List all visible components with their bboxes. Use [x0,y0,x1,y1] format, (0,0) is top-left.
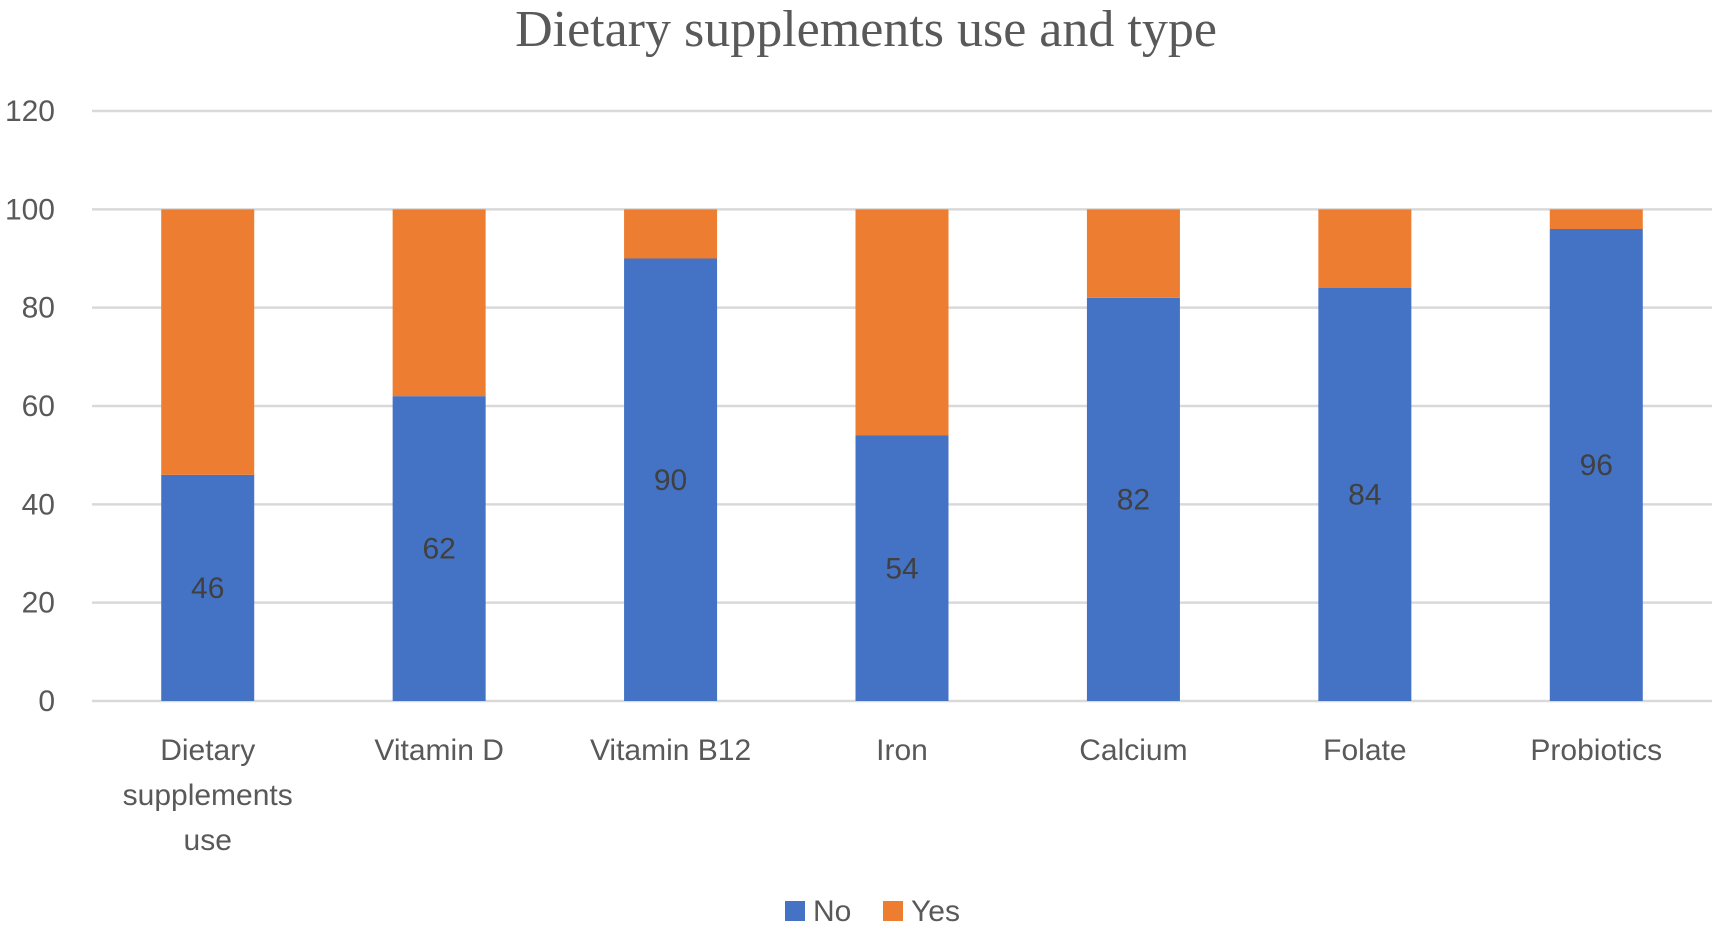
bar-yes-4 [1086,209,1180,298]
legend-label-no: No [813,895,851,928]
bar-yes-2 [624,209,718,259]
bar-no-4 [1086,297,1180,701]
x-category-line: Calcium [1079,734,1187,767]
x-category-label: Folate [1323,734,1406,767]
x-category-line: Vitamin B12 [590,734,751,767]
x-category-label: Calcium [1079,734,1187,767]
bar-no-1 [392,396,486,701]
bar-no-6 [1549,229,1643,701]
bar-yes-3 [855,209,949,436]
bar-no-0 [161,474,255,701]
x-category-label: Iron [876,734,928,767]
data-labels: 46 62 90 54 82 84 96 [191,449,1613,605]
bars [161,209,1643,701]
y-tick-label: 120 [5,95,55,128]
y-axis-ticks: 0 20 40 60 80 100 120 [5,95,55,718]
data-label: 62 [422,533,455,566]
bar-no-5 [1318,288,1412,701]
legend-swatch-no [785,901,805,921]
legend-label-yes: Yes [911,895,960,928]
x-category-label: Probiotics [1530,734,1662,767]
y-tick-label: 20 [22,587,55,620]
bar-yes-1 [392,209,486,397]
data-label: 90 [654,464,687,497]
y-tick-label: 40 [22,488,55,521]
data-label: 54 [885,552,918,585]
legend-swatch-yes [883,901,903,921]
x-category-label: Vitamin D [374,734,504,767]
y-tick-label: 0 [38,685,55,718]
x-category-line: Vitamin D [374,734,504,767]
bar-no-2 [624,258,718,701]
x-category-line: Iron [876,734,928,767]
x-category-label: Dietary supplements use [123,734,293,857]
legend: No Yes [785,895,960,928]
x-category-label: Vitamin B12 [590,734,751,767]
data-label: 46 [191,572,224,605]
chart-title: Dietary supplements use and type [515,1,1217,58]
bar-yes-0 [161,209,255,475]
bar-yes-6 [1549,209,1643,229]
x-category-line: Probiotics [1530,734,1662,767]
bar-no-3 [855,435,949,701]
bar-yes-5 [1318,209,1412,288]
data-label: 84 [1348,479,1381,512]
x-category-line: Folate [1323,734,1406,767]
x-category-line: supplements [123,779,293,812]
x-axis-categories: Dietary supplements use Vitamin D Vitamin B1… [123,734,1662,857]
data-label: 82 [1117,483,1150,516]
data-label: 96 [1580,449,1613,482]
x-category-line: use [184,824,232,857]
y-tick-label: 60 [22,390,55,423]
y-tick-label: 80 [22,292,55,325]
y-tick-label: 100 [5,193,55,226]
x-category-line: Dietary [160,734,255,767]
